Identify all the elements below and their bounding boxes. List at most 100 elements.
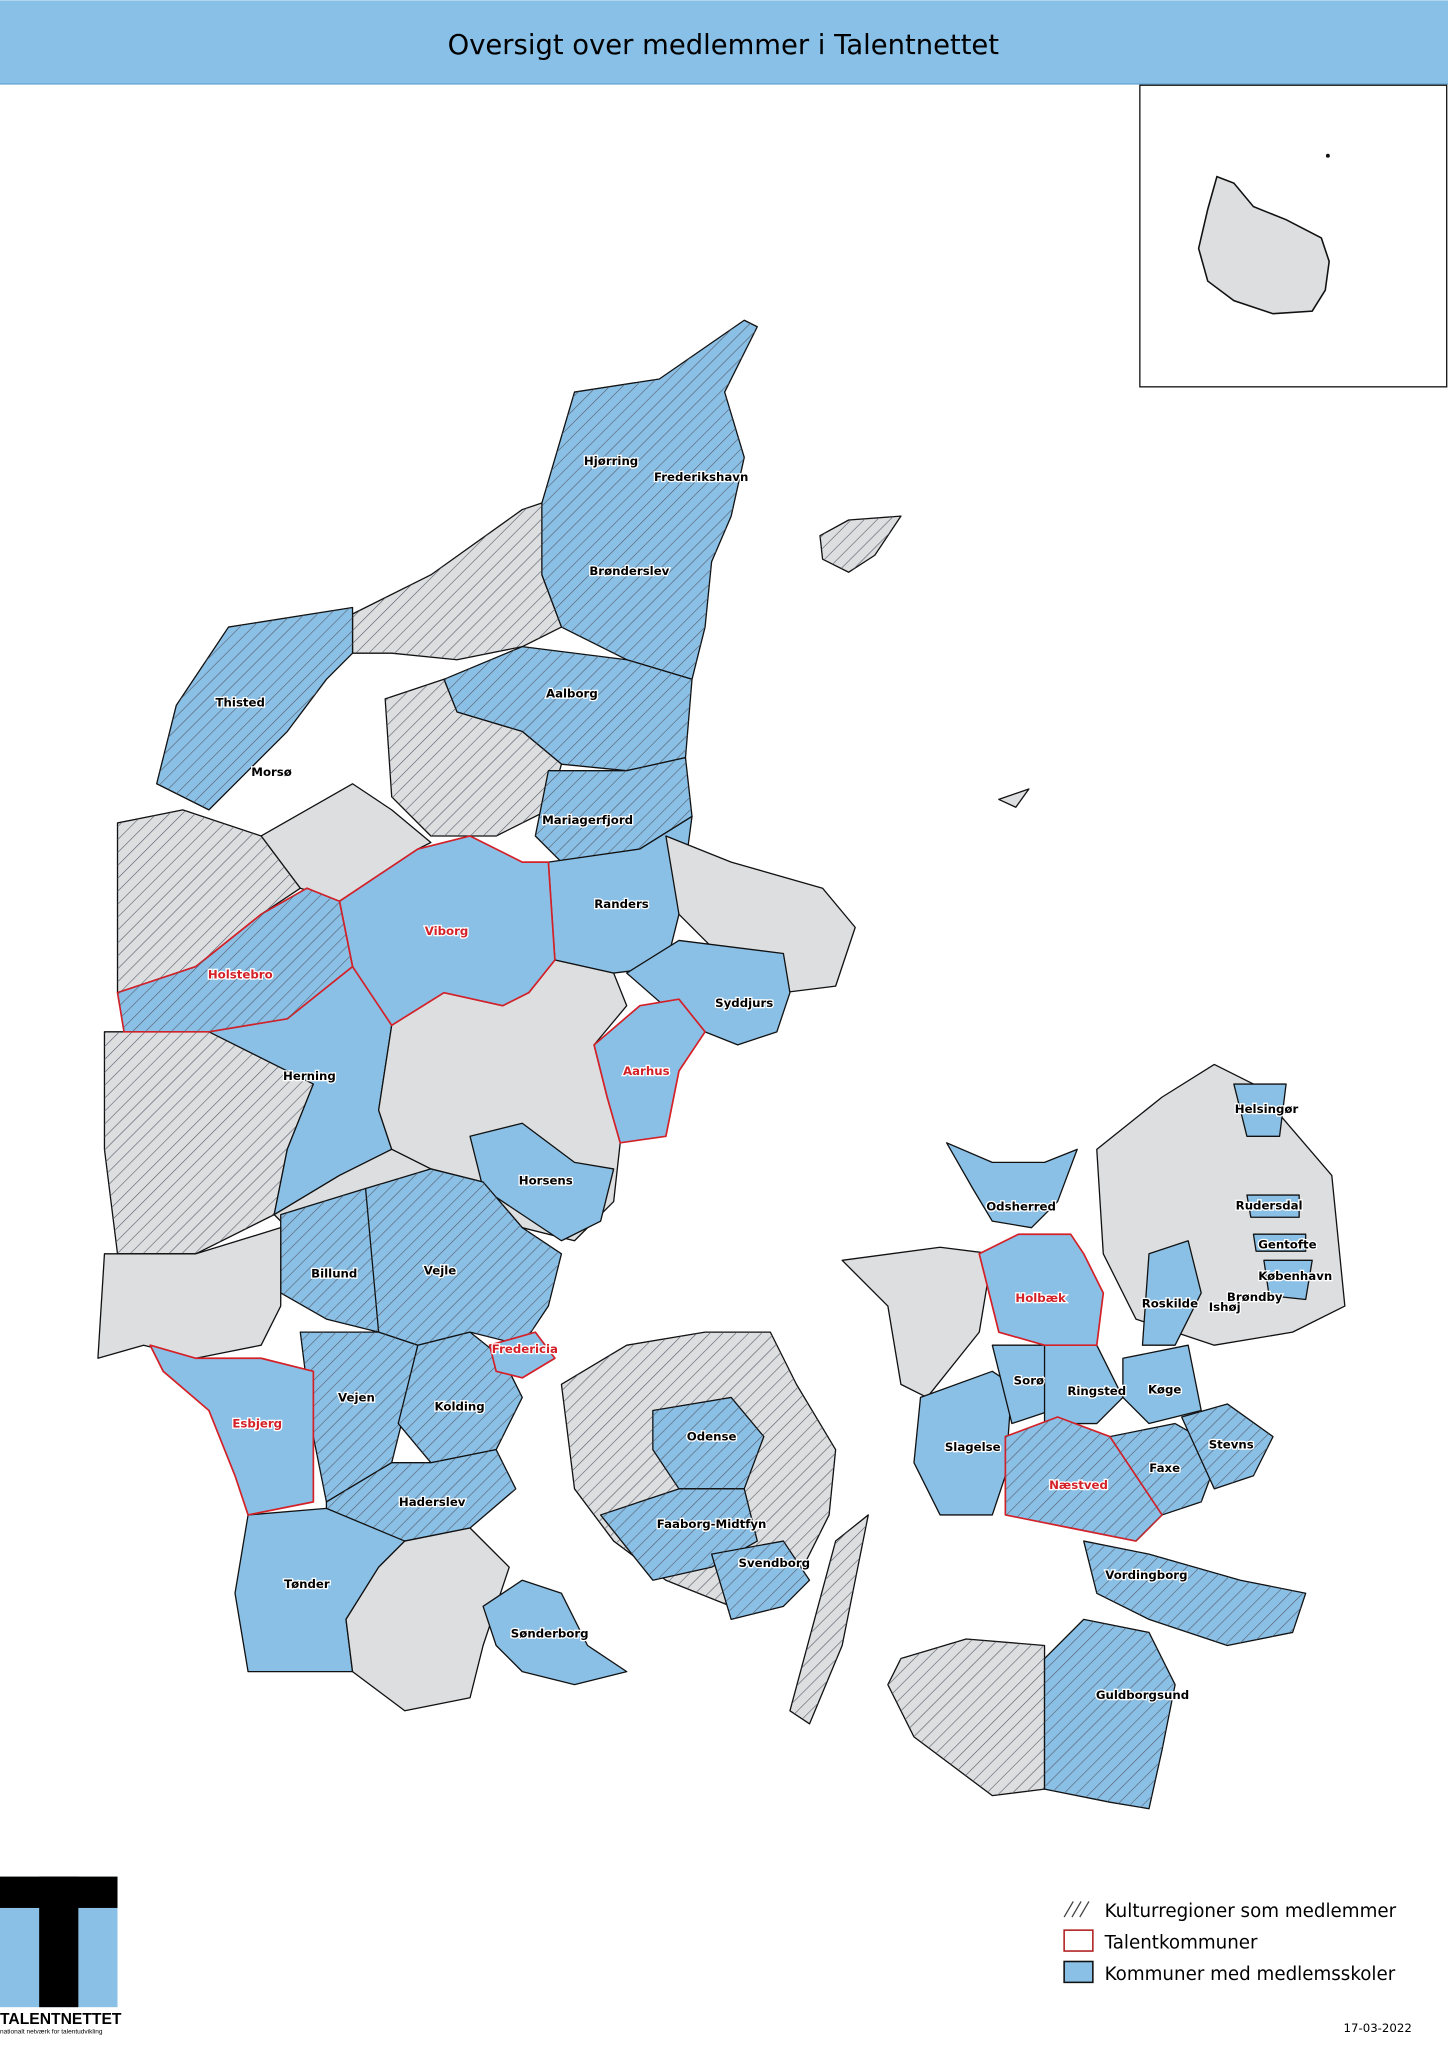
municipality-area <box>841 1246 993 1399</box>
kulturregion-hatch <box>385 679 562 836</box>
municipality-area <box>1246 1194 1300 1218</box>
municipality-label: Mariagerfjord <box>542 813 633 827</box>
municipality-label: Holbæk <box>1015 1291 1067 1305</box>
bornholm-inset <box>1139 84 1448 388</box>
municipality-label: Thisted <box>216 696 265 710</box>
kulturregion-hatch <box>1044 1619 1176 1809</box>
municipality-area <box>913 1370 1013 1516</box>
municipality-label: Ringsted <box>1067 1384 1126 1398</box>
talent-municipality-area <box>149 1344 315 1516</box>
municipality-label: Vejen <box>338 1390 375 1404</box>
municipality-label: Helsingør <box>1235 1102 1299 1116</box>
kulturregion-hatch <box>365 1168 562 1346</box>
municipality-label: Syddjurs <box>715 996 773 1010</box>
kulturregion-hatch <box>117 888 353 1032</box>
municipality-label: Viborg <box>425 924 469 938</box>
municipality-area <box>97 1227 282 1359</box>
kulturregion-hatch <box>326 1449 516 1542</box>
kulturregion-hatch <box>535 757 693 863</box>
kulturregion-hatch <box>711 1541 810 1620</box>
kulturregion-hatch <box>1083 1541 1306 1646</box>
municipality-label: Tønder <box>284 1577 330 1591</box>
municipality-label: Holstebro <box>208 967 273 981</box>
municipality-label: Horsens <box>519 1174 573 1188</box>
talent-municipality-area <box>593 998 706 1144</box>
municipality-label: Brøndby <box>1227 1290 1283 1304</box>
municipality-label: Svendborg <box>738 1556 810 1570</box>
municipality-label: Odense <box>687 1430 737 1444</box>
legend-label: Kommuner med medlemsskoler <box>1105 1964 1396 1985</box>
legend: Kulturregioner som medlemmer Talentkommu… <box>1063 1901 1397 1985</box>
kulturregion-hatch <box>1109 1423 1221 1515</box>
date-stamp: 17-03-2022 <box>1344 2021 1412 2035</box>
kulturregion-hatch <box>398 1332 523 1463</box>
kulturregion-hatch <box>652 1397 764 1489</box>
municipality-label: Sorø <box>1014 1373 1044 1387</box>
legend-item-kulturregioner: Kulturregioner som medlemmer <box>1063 1901 1397 1922</box>
logo-name: TALENTNETTET <box>0 2011 122 2028</box>
talentnettet-logo: TALENTNETTET nationalt netværk for talen… <box>0 1876 122 2035</box>
talent-municipality-area <box>338 835 556 1027</box>
municipality-regions <box>97 319 1346 1810</box>
municipality-label: Frederikshavn <box>654 470 748 484</box>
municipality-area <box>482 1579 628 1686</box>
kulturregion-hatch <box>789 1514 869 1724</box>
municipality-area <box>1233 1083 1287 1137</box>
kulturregion-hatch <box>280 1188 392 1333</box>
municipality-area <box>1141 1240 1202 1346</box>
logo-tagline: nationalt netværk for talentudvikling <box>0 2028 103 2035</box>
municipality-label: Herning <box>283 1069 336 1083</box>
kulturregion-hatch <box>156 607 353 810</box>
municipality-label: Vordingborg <box>1105 1568 1187 1582</box>
legend-label: Talentkommuner <box>1104 1932 1258 1953</box>
municipality-label: København <box>1258 1269 1332 1283</box>
municipality-label: Stevns <box>1209 1437 1254 1451</box>
municipality-label: Haderslev <box>399 1495 466 1509</box>
municipality-area <box>945 1142 1078 1229</box>
page-title: Oversigt over medlemmer i Talentnettet <box>448 30 1000 61</box>
municipality-label: Vejle <box>424 1264 456 1278</box>
municipality-labels: Hjørring Frederikshavn Brønderslev Thisted A… <box>207 453 1334 1703</box>
municipality-label: Brønderslev <box>589 564 669 578</box>
municipality-label: Faxe <box>1149 1461 1180 1475</box>
kulturregion-hatch <box>352 503 562 660</box>
header-bar <box>0 0 1448 84</box>
municipality-label: Faaborg-Midtfyn <box>657 1517 767 1531</box>
municipality-label: Ishøj <box>1209 1300 1241 1314</box>
municipality-label: Kolding <box>434 1399 484 1413</box>
municipality-label: Gentofte <box>1258 1238 1316 1252</box>
municipality-label: Rudersdal <box>1236 1198 1303 1212</box>
kulturregion-hatch <box>819 516 901 573</box>
kulturregion-hatch <box>887 1638 1045 1796</box>
municipality-area <box>1263 1259 1313 1301</box>
municipality-area <box>1122 1344 1202 1425</box>
talent-municipality-area <box>488 1331 556 1379</box>
municipality-label: Aarhus <box>623 1064 670 1078</box>
legend-label: Kulturregioner som medlemmer <box>1105 1901 1397 1922</box>
municipality-label: Esbjerg <box>232 1416 282 1430</box>
legend-item-talentkommuner: Talentkommuner <box>1063 1929 1258 1953</box>
municipality-area <box>1252 1233 1307 1252</box>
bornholm-island <box>1197 175 1330 315</box>
municipality-label: Sønderborg <box>511 1627 589 1641</box>
legend-item-medlemsskoler: Kommuner med medlemsskoler <box>1063 1960 1396 1985</box>
municipality-label: Morsø <box>251 765 292 779</box>
kulturregion-hatch <box>1005 1417 1163 1542</box>
kulturregion-hatch <box>300 1332 418 1502</box>
kulturregion-hatch <box>104 1018 314 1254</box>
kulturregion-hatch <box>541 320 758 680</box>
municipality-area <box>665 835 856 994</box>
municipality-label: Billund <box>311 1266 357 1280</box>
municipality-label: Næstved <box>1049 1478 1108 1492</box>
kulturregion-hatch <box>443 646 693 771</box>
kulturregion-hatch <box>1181 1403 1274 1489</box>
municipality-label: Køge <box>1148 1383 1181 1397</box>
municipality-label: Randers <box>594 897 649 911</box>
municipality-label: Slagelse <box>945 1440 1001 1454</box>
municipality-label: Guldborgsund <box>1096 1688 1189 1702</box>
municipality-label: Odsherred <box>986 1200 1056 1214</box>
municipality-label: Fredericia <box>492 1342 558 1356</box>
municipality-label: Aalborg <box>546 687 598 701</box>
talent-municipality-area <box>978 1233 1105 1347</box>
